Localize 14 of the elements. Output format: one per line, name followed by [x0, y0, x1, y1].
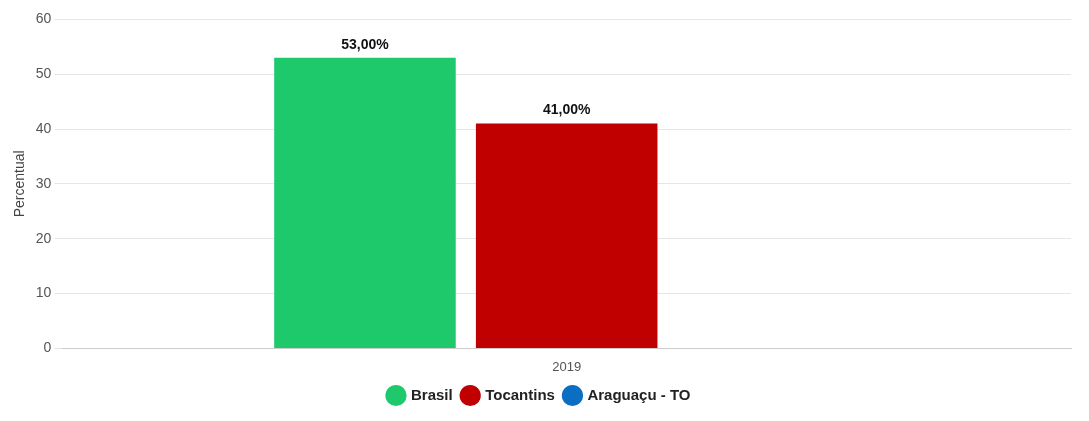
y-axis-title: Percentual	[11, 150, 28, 218]
y-tick-label: 60	[35, 10, 52, 27]
y-tick-label: 50	[35, 65, 52, 82]
legend-label: Araguaçu - TO	[587, 385, 691, 403]
y-tick-label: 20	[35, 229, 52, 246]
x-tick-label: 2019	[552, 358, 582, 374]
data-label: 41,00%	[542, 101, 591, 118]
y-tick-label: 30	[35, 174, 52, 191]
y-tick-label: 0	[43, 339, 52, 356]
y-tick-label: 40	[35, 119, 52, 136]
legend-label: Brasil	[411, 385, 453, 403]
legend-label: Tocantins	[485, 385, 555, 403]
data-label: 53,00%	[341, 35, 390, 52]
y-tick-label: 10	[35, 284, 52, 301]
